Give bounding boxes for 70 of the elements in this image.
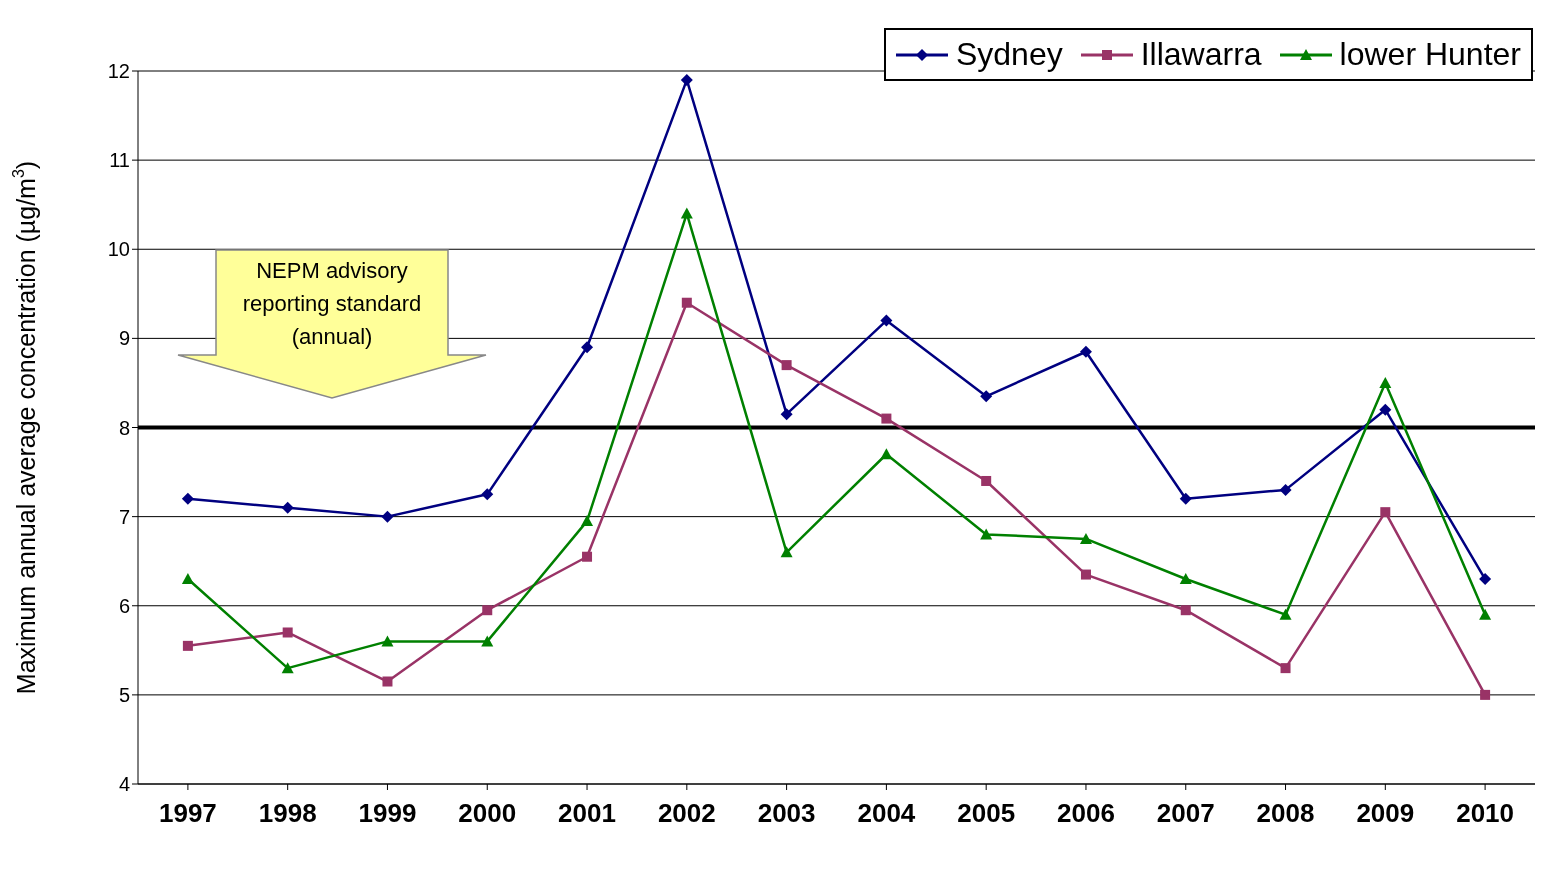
y-tick-label: 7	[118, 505, 130, 528]
y-tick-label: 8	[118, 416, 130, 439]
point	[1179, 573, 1192, 585]
y-tick-label: 11	[109, 149, 130, 172]
point	[781, 360, 792, 371]
point	[780, 546, 793, 558]
x-tick-label: 2002	[657, 798, 716, 829]
x-tick-label: 2006	[1057, 798, 1115, 829]
legend-label: lower Hunter	[1339, 36, 1521, 73]
legend-label: Sydney	[955, 36, 1063, 73]
point	[981, 475, 992, 486]
point	[881, 413, 892, 424]
point	[780, 408, 793, 421]
x-tick-label: 2004	[857, 798, 916, 829]
x-tick-label: 1998	[258, 798, 317, 829]
annotation: NEPM advisory reporting standard (annual)	[241, 257, 423, 351]
point	[181, 573, 194, 585]
point	[1080, 569, 1091, 580]
point	[481, 635, 494, 647]
point	[1479, 573, 1492, 586]
point	[1079, 532, 1092, 544]
point	[1480, 689, 1491, 700]
point	[1279, 483, 1292, 496]
y-tick-label: 6	[118, 594, 130, 617]
point	[582, 551, 593, 562]
x-tick-label: 1999	[358, 798, 417, 829]
point	[680, 207, 693, 219]
point	[281, 662, 294, 674]
point	[1179, 492, 1192, 505]
point	[880, 314, 893, 327]
y-tick-label: 12	[107, 60, 130, 83]
point	[481, 488, 494, 501]
x-tick-label: 1997	[158, 798, 217, 829]
y-tick-label: 4	[118, 773, 130, 796]
y-tick-label: 5	[118, 683, 130, 706]
x-tick-label: 2003	[757, 798, 816, 829]
y-tick-label: 9	[118, 327, 130, 350]
point	[282, 627, 293, 638]
x-tick-label: 2007	[1156, 798, 1215, 829]
point	[1479, 608, 1492, 620]
x-tick-label: 2005	[957, 798, 1016, 829]
point	[880, 448, 893, 460]
point	[181, 492, 194, 505]
point	[1280, 663, 1291, 674]
x-tick-label: 2000	[458, 798, 517, 829]
point	[681, 297, 692, 308]
x-tick-label: 2008	[1256, 798, 1315, 829]
legend-label: Illawarra	[1140, 36, 1262, 73]
arrow-callout: NEPM advisory reporting standard (annual)	[176, 248, 488, 400]
point	[381, 635, 394, 647]
point	[1279, 608, 1292, 620]
point	[1180, 605, 1191, 616]
y-tick-label: 10	[107, 238, 130, 261]
point	[381, 510, 394, 523]
point	[581, 341, 594, 354]
x-tick-label: 2010	[1456, 798, 1515, 829]
point	[382, 676, 393, 687]
point	[581, 515, 594, 527]
point	[980, 390, 993, 403]
x-tick-label: 2001	[558, 798, 616, 829]
point	[680, 73, 693, 86]
point	[1379, 376, 1392, 388]
x-tick-label: 2009	[1356, 798, 1415, 829]
point	[1380, 507, 1391, 518]
point	[482, 605, 493, 616]
point	[1379, 403, 1392, 416]
point	[281, 501, 294, 514]
point	[980, 528, 993, 540]
point	[182, 640, 193, 651]
point	[1079, 345, 1092, 358]
